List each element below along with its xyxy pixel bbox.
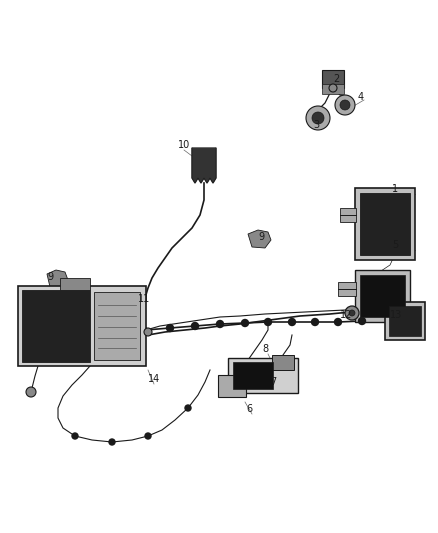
- FancyBboxPatch shape: [338, 282, 356, 296]
- Circle shape: [358, 318, 365, 325]
- Circle shape: [185, 405, 191, 411]
- FancyBboxPatch shape: [322, 84, 344, 94]
- Polygon shape: [192, 148, 216, 183]
- Circle shape: [340, 100, 350, 110]
- Text: 2: 2: [333, 74, 339, 84]
- FancyBboxPatch shape: [360, 275, 405, 317]
- Circle shape: [26, 387, 36, 397]
- FancyBboxPatch shape: [340, 208, 356, 222]
- FancyBboxPatch shape: [355, 270, 410, 322]
- Circle shape: [144, 328, 152, 336]
- Text: 5: 5: [392, 240, 398, 250]
- FancyBboxPatch shape: [322, 70, 344, 88]
- FancyBboxPatch shape: [272, 355, 294, 370]
- Circle shape: [109, 439, 115, 445]
- Polygon shape: [248, 230, 271, 248]
- Text: 6: 6: [246, 404, 252, 414]
- Circle shape: [72, 433, 78, 439]
- Text: 12: 12: [340, 310, 353, 320]
- FancyBboxPatch shape: [228, 358, 298, 393]
- Text: 14: 14: [148, 374, 160, 384]
- Circle shape: [145, 433, 151, 439]
- Circle shape: [306, 106, 330, 130]
- Circle shape: [191, 322, 198, 329]
- FancyBboxPatch shape: [94, 292, 140, 360]
- Circle shape: [311, 319, 318, 326]
- Circle shape: [216, 320, 223, 327]
- FancyBboxPatch shape: [360, 193, 410, 255]
- Text: 3: 3: [313, 120, 319, 130]
- FancyBboxPatch shape: [60, 278, 90, 290]
- Circle shape: [166, 325, 173, 332]
- Circle shape: [335, 95, 355, 115]
- FancyBboxPatch shape: [385, 302, 425, 340]
- Circle shape: [329, 84, 337, 92]
- Polygon shape: [47, 270, 68, 288]
- FancyBboxPatch shape: [218, 375, 246, 397]
- FancyBboxPatch shape: [233, 362, 273, 389]
- Text: 9: 9: [258, 232, 264, 242]
- Text: 13: 13: [390, 310, 402, 320]
- Text: 11: 11: [138, 294, 150, 304]
- Circle shape: [349, 310, 355, 316]
- Circle shape: [345, 306, 359, 320]
- Circle shape: [312, 112, 324, 124]
- FancyBboxPatch shape: [22, 290, 90, 362]
- Text: 9: 9: [47, 272, 53, 282]
- Circle shape: [335, 319, 342, 326]
- Text: 8: 8: [262, 344, 268, 354]
- Circle shape: [265, 319, 272, 326]
- Text: 4: 4: [358, 92, 364, 102]
- Circle shape: [289, 319, 296, 326]
- Text: 1: 1: [392, 184, 398, 194]
- Text: 7: 7: [270, 377, 276, 387]
- FancyBboxPatch shape: [18, 286, 146, 366]
- FancyBboxPatch shape: [389, 306, 421, 336]
- Text: 10: 10: [178, 140, 190, 150]
- Circle shape: [241, 319, 248, 327]
- FancyBboxPatch shape: [355, 188, 415, 260]
